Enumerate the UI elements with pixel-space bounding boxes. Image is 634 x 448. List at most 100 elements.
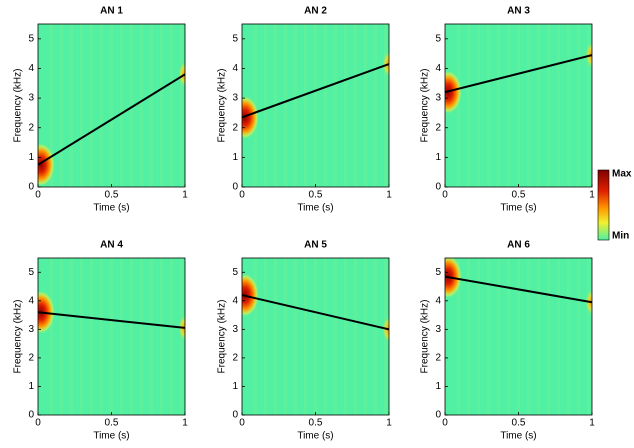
y-tick-label: 4 xyxy=(28,295,34,306)
y-tick-label: 5 xyxy=(435,267,441,278)
spectrogram-texture xyxy=(497,24,500,187)
spectrogram-texture xyxy=(517,24,520,187)
y-tick-label: 0 xyxy=(435,182,441,193)
frequency-line xyxy=(242,63,389,119)
spectrogram-texture xyxy=(527,24,530,187)
x-tick-label: 1 xyxy=(386,418,392,429)
subplot-title: AN 6 xyxy=(507,240,530,251)
y-tick-label: 0 xyxy=(28,182,34,193)
plot-area xyxy=(445,258,592,415)
y-axis-label: Frequency (kHz) xyxy=(13,300,24,374)
energy-blob xyxy=(178,60,185,89)
subplot-title: AN 1 xyxy=(100,6,123,17)
x-tick-label: 1 xyxy=(589,418,595,429)
spectrogram-texture xyxy=(150,24,153,187)
frequency-line xyxy=(242,294,389,331)
y-axis-label: Frequency (kHz) xyxy=(13,69,24,143)
y-tick-label: 0 xyxy=(232,182,238,193)
y-tick-label: 2 xyxy=(28,122,34,133)
spectrogram-texture xyxy=(537,24,540,187)
spectrogram-texture xyxy=(507,258,510,415)
y-tick-label: 1 xyxy=(435,152,441,163)
y-tick-label: 0 xyxy=(232,410,238,421)
energy-blob xyxy=(445,70,462,115)
spectrogram-texture xyxy=(374,258,377,415)
x-axis-label: Time (s) xyxy=(297,431,333,442)
y-tick-label: 5 xyxy=(232,267,238,278)
spectrogram-texture xyxy=(120,258,123,415)
spectrogram-texture xyxy=(100,258,103,415)
subplot-title: AN 3 xyxy=(507,6,530,17)
y-axis-label: Frequency (kHz) xyxy=(217,69,228,143)
y-axis-label: Frequency (kHz) xyxy=(420,69,431,143)
spectrogram-texture xyxy=(170,258,173,415)
spectrogram-texture xyxy=(90,24,93,187)
colorbar xyxy=(597,169,610,241)
y-tick-label: 5 xyxy=(435,33,441,44)
spectrogram-texture xyxy=(384,24,387,187)
spectrogram-texture xyxy=(587,258,590,415)
spectrogram-texture xyxy=(577,258,580,415)
spectrogram-texture xyxy=(364,24,367,187)
y-tick-label: 4 xyxy=(435,63,441,74)
spectrogram-texture xyxy=(497,258,500,415)
spectrogram-texture xyxy=(264,258,267,415)
spectrogram-texture xyxy=(90,258,93,415)
spectrogram-texture xyxy=(477,258,480,415)
x-axis-label: Time (s) xyxy=(500,203,536,214)
y-tick-label: 3 xyxy=(232,324,238,335)
spectrogram-texture xyxy=(160,24,163,187)
spectrogram-texture xyxy=(517,258,520,415)
spectrogram-texture xyxy=(457,258,460,415)
spectrogram-texture xyxy=(140,258,143,415)
y-tick-label: 1 xyxy=(28,381,34,392)
spectrogram-texture xyxy=(80,24,83,187)
y-tick-label: 1 xyxy=(28,152,34,163)
x-tick-label: 0 xyxy=(35,418,41,429)
y-tick-label: 2 xyxy=(28,353,34,364)
y-tick-label: 3 xyxy=(28,324,34,335)
x-tick-label: 0.5 xyxy=(512,190,526,201)
y-tick-label: 2 xyxy=(232,122,238,133)
x-tick-label: 0 xyxy=(35,190,41,201)
spectrogram-texture xyxy=(354,24,357,187)
spectrogram-texture xyxy=(467,24,470,187)
x-tick-label: 0.5 xyxy=(105,418,119,429)
spectrogram-texture xyxy=(110,24,113,187)
energy-blob xyxy=(382,50,389,79)
spectrogram-texture xyxy=(110,258,113,415)
subplot-title: AN 4 xyxy=(100,240,123,251)
spectrogram-texture xyxy=(160,258,163,415)
spectrogram-texture xyxy=(547,24,550,187)
y-tick-label: 4 xyxy=(435,295,441,306)
y-tick-label: 4 xyxy=(232,63,238,74)
y-tick-label: 3 xyxy=(28,93,34,104)
spectrogram-texture xyxy=(487,258,490,415)
y-tick-label: 2 xyxy=(232,353,238,364)
y-axis-label: Frequency (kHz) xyxy=(217,300,228,374)
y-tick-label: 3 xyxy=(435,93,441,104)
spectrogram-texture xyxy=(477,24,480,187)
x-tick-label: 0 xyxy=(442,190,448,201)
spectrogram-texture xyxy=(374,24,377,187)
x-axis-label: Time (s) xyxy=(93,431,129,442)
x-tick-label: 0.5 xyxy=(512,418,526,429)
spectrogram-texture xyxy=(567,258,570,415)
spectrogram-texture xyxy=(180,24,183,187)
y-tick-label: 3 xyxy=(435,324,441,335)
x-tick-label: 1 xyxy=(589,190,595,201)
spectrogram-texture xyxy=(314,24,317,187)
spectrogram-texture xyxy=(254,258,257,415)
spectrogram-texture xyxy=(264,24,267,187)
subplot-title: AN 2 xyxy=(304,6,327,17)
spectrogram-texture xyxy=(70,24,73,187)
spectrogram-texture xyxy=(50,24,53,187)
spectrogram-texture xyxy=(130,24,133,187)
spectrogram-texture xyxy=(344,258,347,415)
spectrogram-background xyxy=(38,24,185,187)
x-tick-label: 0.5 xyxy=(309,190,323,201)
spectrogram-background xyxy=(445,24,592,187)
x-tick-label: 1 xyxy=(386,190,392,201)
frequency-line xyxy=(445,54,592,94)
plot-area xyxy=(445,24,592,187)
